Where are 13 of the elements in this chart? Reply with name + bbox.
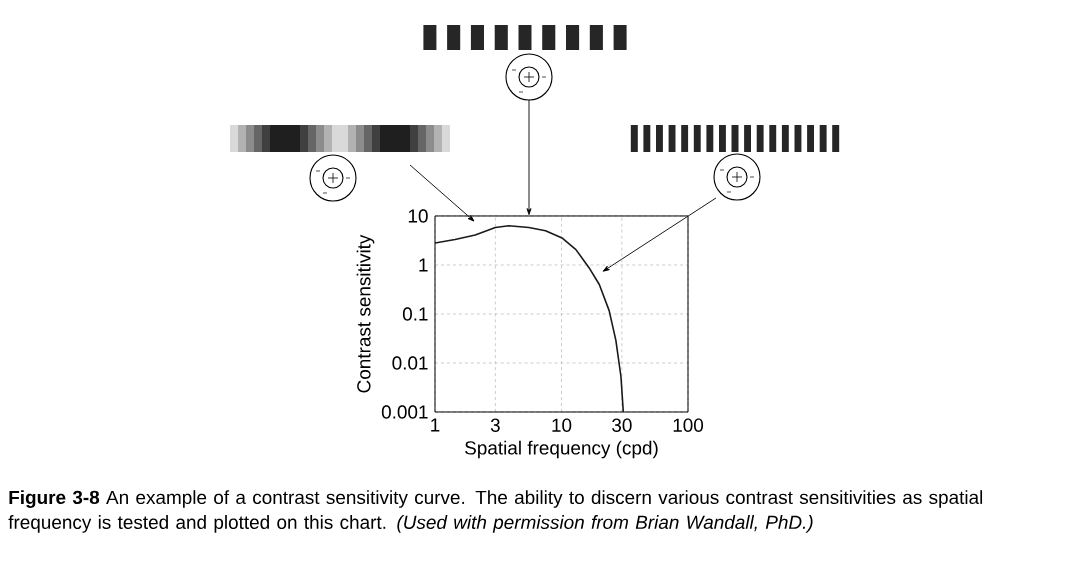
x-tick-label: 10 — [552, 418, 572, 432]
y-tick-label: 0.01 — [392, 356, 428, 370]
x-tick-label: 3 — [490, 418, 500, 432]
y-tick-label: 10 — [408, 209, 428, 223]
x-tick-label: 30 — [612, 418, 632, 432]
y-tick-label: 0.001 — [381, 405, 428, 419]
x-axis-title: Spatial frequency (cpd) — [465, 440, 658, 459]
y-tick-label: 0.1 — [402, 307, 428, 321]
x-tick-label: 100 — [673, 418, 704, 432]
y-axis-title: Contrast sensitivity — [356, 234, 375, 393]
text: Figure 3-8 An example of a contrast sensitivity curve. The ability to discern various contrast sensitivities as spatial frequency is tested and plotted on this chart. (Used with permission from Brian Wandall, PhD.) — [8, 490, 983, 533]
x-tick-label: 1 — [431, 418, 440, 432]
y-tick-label: 1 — [419, 258, 428, 272]
